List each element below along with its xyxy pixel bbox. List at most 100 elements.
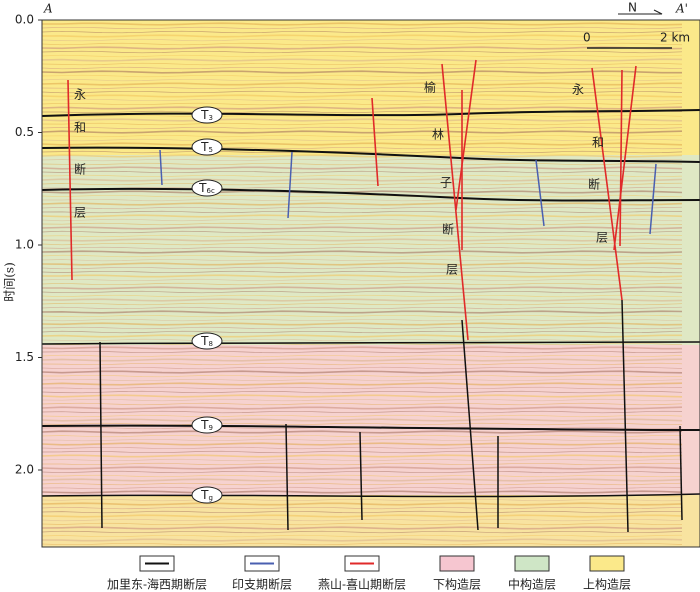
reflection — [42, 474, 683, 478]
reflection — [42, 150, 683, 154]
reflection — [42, 538, 683, 542]
y-tick-label: 0.0 — [15, 13, 34, 27]
reflection — [42, 46, 683, 50]
reflection — [42, 62, 683, 66]
section-end: A' — [675, 2, 688, 16]
fault — [285, 423, 289, 531]
yanshan-faults — [67, 59, 637, 341]
fault — [67, 79, 73, 281]
section-start: A — [43, 2, 53, 16]
fault — [679, 425, 683, 521]
horizon-line — [42, 187, 700, 202]
horizon-label: T9 — [191, 416, 223, 434]
reflection — [42, 210, 683, 214]
reflection — [42, 338, 683, 342]
horizon-line — [42, 493, 700, 498]
reflection — [42, 78, 683, 82]
reflection — [42, 22, 683, 26]
reflection — [42, 246, 682, 250]
plot-frame — [41, 19, 700, 548]
reflection — [42, 482, 683, 486]
reflection — [42, 442, 683, 446]
reflection — [42, 126, 683, 130]
fault — [371, 97, 379, 187]
reflection — [42, 346, 682, 350]
reflection — [42, 142, 683, 146]
reflection — [42, 234, 683, 238]
fault — [287, 151, 293, 219]
fault-label: 断 — [442, 222, 454, 237]
legend-swatch — [589, 555, 625, 572]
reflection — [42, 202, 683, 206]
legend-label: 加里东-海西期断层 — [107, 577, 207, 592]
reflection — [42, 258, 682, 262]
reflection — [42, 186, 683, 190]
reflection — [42, 378, 683, 382]
reflection — [42, 330, 683, 334]
reflection — [42, 374, 683, 378]
fault — [535, 159, 545, 227]
reflection — [42, 302, 683, 306]
horizon-label-bg — [191, 106, 223, 124]
reflection — [42, 406, 683, 410]
reflection — [42, 38, 683, 42]
reflection — [42, 50, 683, 54]
reflection — [42, 322, 683, 326]
reflection — [42, 458, 683, 462]
reflection — [42, 310, 683, 314]
fault — [591, 67, 623, 301]
fault-label: 林 — [432, 128, 444, 142]
horizon-label-bg — [191, 416, 223, 434]
reflection — [42, 26, 683, 30]
reflection — [42, 270, 683, 274]
reflection — [42, 350, 683, 354]
legend-label: 上构造层 — [583, 577, 631, 592]
reflection — [42, 30, 683, 34]
fault — [461, 319, 479, 531]
reflection — [42, 450, 683, 454]
reflection — [42, 422, 682, 426]
legend-label: 印支期断层 — [232, 577, 292, 592]
fault — [455, 59, 477, 211]
reflection — [42, 170, 682, 174]
horizon-label: T5 — [191, 138, 223, 156]
reflection — [42, 398, 683, 402]
reflection — [42, 266, 683, 270]
horizon-label-bg — [191, 179, 223, 197]
horizon-label-text: T6c — [198, 181, 215, 196]
horizon-line — [42, 341, 700, 345]
reflection — [42, 430, 683, 434]
reflection — [42, 314, 683, 318]
reflection — [42, 470, 683, 474]
reflection — [42, 118, 683, 122]
fault-label: 断 — [74, 162, 86, 177]
legend-label: 燕山-喜山期断层 — [318, 577, 406, 592]
reflection — [42, 402, 683, 406]
reflection — [42, 54, 683, 58]
fault-label: 层 — [74, 206, 86, 220]
fault-label: 断 — [588, 177, 600, 192]
reflection — [42, 290, 683, 294]
fault-label: 子 — [440, 176, 452, 190]
reflection — [42, 262, 683, 266]
horizon-label-bg — [191, 138, 223, 156]
reflection — [42, 250, 683, 254]
reflection — [42, 162, 683, 166]
reflection — [42, 106, 683, 110]
fault-label: 和 — [592, 136, 604, 150]
reflection — [42, 454, 683, 458]
reflection — [42, 166, 683, 170]
reflection — [42, 238, 683, 242]
reflection — [42, 390, 683, 394]
reflections — [42, 22, 683, 546]
reflection — [42, 298, 683, 302]
fault-label: 永 — [572, 83, 584, 97]
horizon-label-text: T8 — [200, 334, 213, 349]
reflection — [42, 362, 683, 366]
reflection — [42, 214, 683, 218]
reflection — [42, 82, 682, 86]
reflection — [42, 530, 683, 534]
indosinian-faults — [159, 149, 657, 235]
reflection — [42, 526, 683, 530]
